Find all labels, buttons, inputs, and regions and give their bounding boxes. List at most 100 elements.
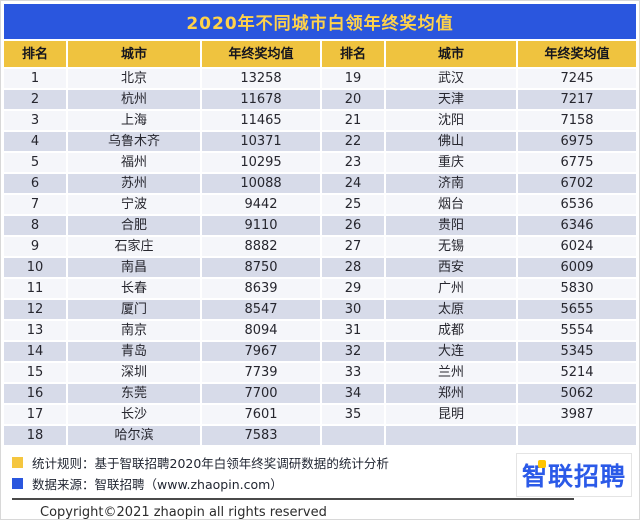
value-cell: 5655 xyxy=(518,300,636,319)
rank-cell: 1 xyxy=(4,69,66,88)
city-cell: 昆明 xyxy=(386,405,516,424)
city-cell: 重庆 xyxy=(386,153,516,172)
rank-cell: 12 xyxy=(4,300,66,319)
value-cell: 11678 xyxy=(202,90,320,109)
city-cell: 兰州 xyxy=(386,363,516,382)
rank-cell xyxy=(322,426,384,445)
city-cell: 深圳 xyxy=(68,363,200,382)
value-cell: 11465 xyxy=(202,111,320,130)
value-cell: 5345 xyxy=(518,342,636,361)
value-cell: 5214 xyxy=(518,363,636,382)
rank-cell: 26 xyxy=(322,216,384,235)
value-cell: 7739 xyxy=(202,363,320,382)
city-cell: 北京 xyxy=(68,69,200,88)
value-cell: 8547 xyxy=(202,300,320,319)
value-cell: 8882 xyxy=(202,237,320,256)
value-cell: 8094 xyxy=(202,321,320,340)
city-cell: 上海 xyxy=(68,111,200,130)
rank-cell: 25 xyxy=(322,195,384,214)
city-cell: 南京 xyxy=(68,321,200,340)
column-header: 年终奖均值 xyxy=(518,41,636,67)
column-header: 年终奖均值 xyxy=(202,41,320,67)
city-cell: 南昌 xyxy=(68,258,200,277)
value-cell: 6975 xyxy=(518,132,636,151)
rank-cell: 6 xyxy=(4,174,66,193)
city-cell: 福州 xyxy=(68,153,200,172)
rank-cell: 18 xyxy=(4,426,66,445)
rank-cell: 3 xyxy=(4,111,66,130)
value-cell: 7158 xyxy=(518,111,636,130)
rank-cell: 33 xyxy=(322,363,384,382)
rank-cell: 15 xyxy=(4,363,66,382)
rank-cell: 35 xyxy=(322,405,384,424)
value-cell: 7217 xyxy=(518,90,636,109)
rank-cell: 19 xyxy=(322,69,384,88)
rank-cell: 23 xyxy=(322,153,384,172)
rank-cell: 28 xyxy=(322,258,384,277)
value-cell: 9442 xyxy=(202,195,320,214)
value-cell: 6009 xyxy=(518,258,636,277)
city-cell: 杭州 xyxy=(68,90,200,109)
rank-cell: 7 xyxy=(4,195,66,214)
city-cell: 天津 xyxy=(386,90,516,109)
rank-cell: 34 xyxy=(322,384,384,403)
blue-square-icon xyxy=(12,477,23,489)
zhaopin-logo: 智联招聘 xyxy=(515,453,632,497)
city-cell: 东莞 xyxy=(68,384,200,403)
column-header: 城市 xyxy=(68,41,200,67)
city-cell: 苏州 xyxy=(68,174,200,193)
rank-cell: 31 xyxy=(322,321,384,340)
value-cell: 7583 xyxy=(202,426,320,445)
city-cell xyxy=(386,426,516,445)
city-cell: 石家庄 xyxy=(68,237,200,256)
value-cell: 8750 xyxy=(202,258,320,277)
value-cell: 5554 xyxy=(518,321,636,340)
city-cell: 武汉 xyxy=(386,69,516,88)
rank-cell: 22 xyxy=(322,132,384,151)
city-cell: 大连 xyxy=(386,342,516,361)
rank-cell: 4 xyxy=(4,132,66,151)
rank-cell: 8 xyxy=(4,216,66,235)
value-cell: 7601 xyxy=(202,405,320,424)
page-title: 2020年不同城市白领年终奖均值 xyxy=(4,4,636,39)
city-cell: 哈尔滨 xyxy=(68,426,200,445)
column-header: 排名 xyxy=(4,41,66,67)
rank-cell: 24 xyxy=(322,174,384,193)
rank-cell: 10 xyxy=(4,258,66,277)
value-cell: 13258 xyxy=(202,69,320,88)
rank-cell: 2 xyxy=(4,90,66,109)
value-cell: 10295 xyxy=(202,153,320,172)
city-cell: 乌鲁木齐 xyxy=(68,132,200,151)
city-cell: 西安 xyxy=(386,258,516,277)
logo-accent-icon xyxy=(537,460,546,468)
rank-cell: 29 xyxy=(322,279,384,298)
value-cell: 6536 xyxy=(518,195,636,214)
value-cell: 6775 xyxy=(518,153,636,172)
rank-cell: 30 xyxy=(322,300,384,319)
city-cell: 青岛 xyxy=(68,342,200,361)
city-cell: 无锡 xyxy=(386,237,516,256)
rank-cell: 20 xyxy=(322,90,384,109)
rank-cell: 16 xyxy=(4,384,66,403)
rank-cell: 9 xyxy=(4,237,66,256)
city-cell: 烟台 xyxy=(386,195,516,214)
bonus-table-grid: 排名 城市 年终奖均值 排名 城市 年终奖均值 1 北京 13258 19 武汉 7245 2 杭州 116… xyxy=(4,41,636,445)
city-cell: 佛山 xyxy=(386,132,516,151)
city-cell: 广州 xyxy=(386,279,516,298)
rank-cell: 13 xyxy=(4,321,66,340)
value-cell: 6024 xyxy=(518,237,636,256)
yellow-square-icon xyxy=(12,456,23,468)
data-source-text: 数据来源：智联招聘（www.zhaopin.com） xyxy=(32,476,283,492)
column-header: 城市 xyxy=(386,41,516,67)
rank-cell: 32 xyxy=(322,342,384,361)
value-cell: 3987 xyxy=(518,405,636,424)
value-cell: 10088 xyxy=(202,174,320,193)
city-cell: 沈阳 xyxy=(386,111,516,130)
stat-rule-text: 统计规则：基于智联招聘2020年白领年终奖调研数据的统计分析 xyxy=(32,455,389,471)
city-cell: 宁波 xyxy=(68,195,200,214)
value-cell: 5062 xyxy=(518,384,636,403)
value-cell: 8639 xyxy=(202,279,320,298)
rank-cell: 14 xyxy=(4,342,66,361)
value-cell: 9110 xyxy=(202,216,320,235)
